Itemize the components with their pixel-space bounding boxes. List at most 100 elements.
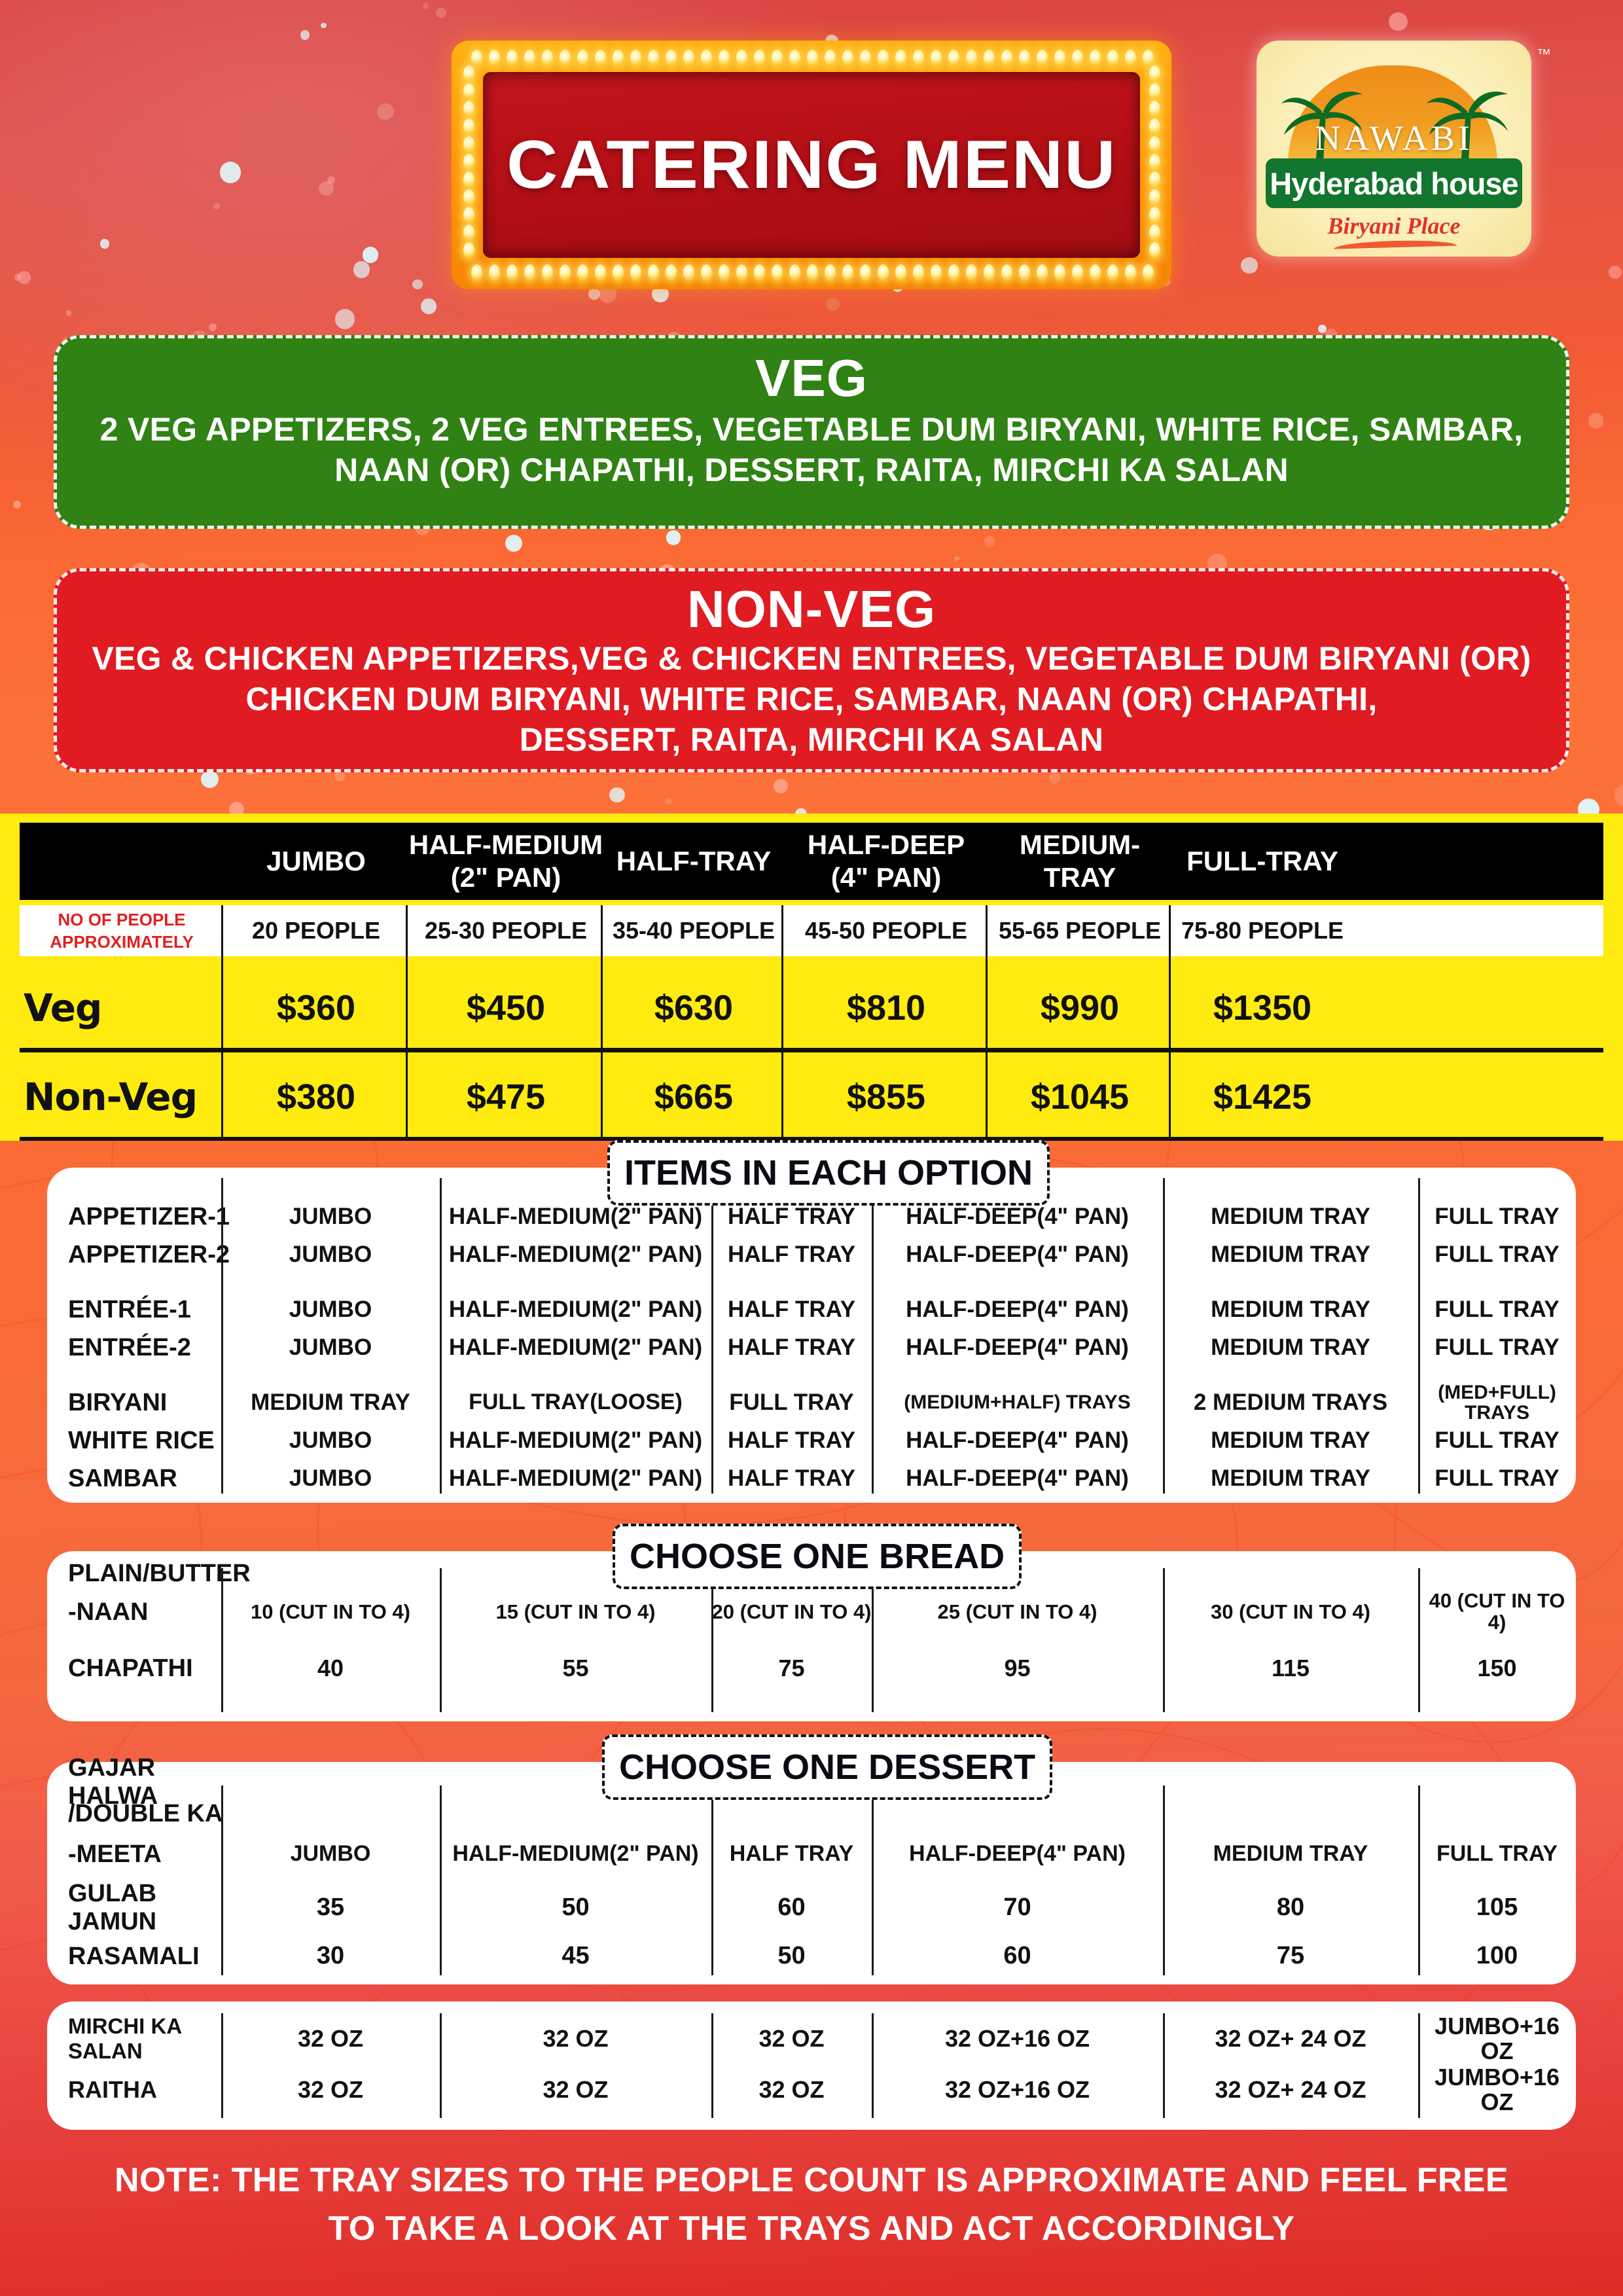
row-label: ENTRÉE-1 [68, 1295, 191, 1323]
price-column-header-line1: HALF-TRAY [616, 846, 772, 876]
table-cell: 150 [1477, 1655, 1517, 1682]
price-table: JUMBO HALF-MEDIUM (2" PAN) HALF-TRAY HALF-DE… [0, 814, 1623, 1141]
table-cell: MEDIUM TRAY [1213, 1841, 1368, 1867]
price-row-nonveg: Non-Veg $380 $475 $665 $855 $1045 $1425 [0, 1054, 1623, 1139]
table-cell: HALF-DEEP(4" PAN) [906, 1465, 1129, 1491]
logo-brand-mid: Hyderabad house [1270, 166, 1518, 201]
bread-label-line-1: PLAIN/BUTTER [68, 1559, 251, 1587]
table-cell: HALF TRAY [729, 1841, 854, 1867]
table-cell: 40 (CUT IN TO 4) [1429, 1589, 1565, 1634]
row-label: MIRCHI KA SALAN [68, 2014, 181, 2063]
column-divider [872, 1568, 874, 1712]
row-label: WHITE RICE [68, 1426, 215, 1454]
footer-note-line-1: NOTE: THE TRAY SIZES TO THE PEOPLE COUNT… [115, 2161, 1508, 2199]
price-column-header-line2: (2" PAN) [450, 862, 562, 893]
table-cell: 55 [562, 1655, 589, 1682]
row-label: RAITHA [68, 2076, 157, 2103]
table-cell: JUMBO [289, 1427, 372, 1453]
column-divider [440, 1785, 442, 1975]
table-cell: 60 [777, 1893, 806, 1922]
table-cell: MEDIUM TRAY [1211, 1241, 1370, 1267]
price-column-divider [221, 905, 223, 1137]
table-cell: 30 [316, 1942, 345, 1970]
table-cell: JUMBO [289, 1203, 372, 1229]
column-divider [872, 1178, 874, 1494]
table-cell: 20 (CUT IN TO 4) [711, 1600, 872, 1623]
table-cell: HALF TRAY [727, 1296, 856, 1322]
column-divider [872, 2013, 874, 2118]
table-cell: 80 [1276, 1893, 1305, 1922]
logo-swoosh [1333, 239, 1457, 249]
page-title: CATERING MENU [506, 126, 1117, 203]
row-label: CHAPATHI [68, 1654, 193, 1682]
table-cell: FULL TRAY [1435, 1334, 1560, 1360]
price-cell: $1425 [1213, 1077, 1312, 1117]
people-count-cell: 55-65 PEOPLE [998, 917, 1162, 944]
table-cell: 115 [1271, 1655, 1310, 1682]
table-cell: JUMBO [289, 1465, 372, 1491]
table-cell: MEDIUM TRAY [1211, 1465, 1370, 1491]
column-divider [1418, 1785, 1420, 1975]
dessert-section-badge: CHOOSE ONE DESSERT [602, 1734, 1053, 1800]
table-cell: 75 [1276, 1942, 1305, 1970]
brand-logo: NAWABI Hyderabad house Biryani Place [1257, 41, 1531, 257]
table-cell: 75 [778, 1655, 805, 1682]
price-column-divider [406, 905, 408, 1137]
table-cell: JUMBO [290, 1841, 371, 1867]
table-cell: 50 [562, 1893, 590, 1922]
column-divider [1163, 1568, 1165, 1712]
table-cell: HALF-DEEP(4" PAN) [909, 1841, 1126, 1867]
price-table-header-row: JUMBO HALF-MEDIUM (2" PAN) HALF-TRAY HALF-DE… [20, 823, 1603, 900]
table-cell: 15 (CUT IN TO 4) [495, 1600, 656, 1623]
footer-note-line-2: TO TAKE A LOOK AT THE TRAYS AND ACT ACCO… [328, 2210, 1295, 2248]
price-cell: $855 [846, 1077, 926, 1117]
row-label: ENTRÉE-2 [68, 1333, 191, 1361]
people-count-cell: 45-50 PEOPLE [804, 917, 968, 944]
row-label: GULAB JAMUN [68, 1880, 157, 1935]
table-cell: FULL TRAY [1436, 1841, 1558, 1867]
dessert-label-line-2: /DOUBLE KA [68, 1799, 223, 1827]
table-cell: 95 [1004, 1655, 1031, 1682]
price-cell: $990 [1040, 988, 1120, 1028]
table-cell: MEDIUM TRAY [1211, 1334, 1370, 1360]
table-cell: 32 OZ+ 24 OZ [1215, 2025, 1366, 2053]
column-divider [1163, 2013, 1165, 2118]
price-cell: $360 [276, 988, 356, 1028]
veg-title: VEG [755, 349, 868, 407]
table-cell: HALF-MEDIUM(2" PAN) [448, 1203, 703, 1229]
column-divider [1418, 2013, 1420, 2118]
table-cell: FULL TRAY [1435, 1203, 1560, 1229]
price-column-divider [601, 905, 603, 1137]
table-cell: HALF TRAY [727, 1334, 856, 1360]
dessert-label-line-1: GAJAR HALWA [68, 1754, 158, 1810]
table-cell: 32 OZ [758, 2076, 825, 2104]
table-cell: JUMBO [289, 1296, 372, 1322]
table-cell: HALF-MEDIUM(2" PAN) [448, 1427, 703, 1453]
table-cell: HALF TRAY [727, 1427, 856, 1453]
table-cell: HALF-MEDIUM(2" PAN) [448, 1296, 703, 1322]
column-divider [711, 1568, 713, 1712]
price-column-header-line1: HALF-MEDIUM [408, 829, 603, 860]
price-column-divider [1169, 905, 1171, 1137]
price-cell: $380 [276, 1077, 356, 1117]
row-label: -NAAN [68, 1598, 149, 1626]
table-cell: (MEDIUM+HALF) TRAYS [904, 1391, 1131, 1414]
column-divider [221, 1178, 223, 1494]
column-divider [711, 1178, 713, 1494]
veg-package-panel: VEG 2 VEG APPETIZERS, 2 VEG ENTREES, VEG… [54, 335, 1569, 529]
sides-panel: MIRCHI KA SALAN 32 OZ 32 OZ 32 OZ 32 OZ+16 O… [47, 2001, 1576, 2130]
table-cell: HALF TRAY [727, 1241, 856, 1267]
price-cell: $810 [846, 988, 926, 1028]
table-cell: FULL TRAY [729, 1389, 854, 1415]
price-row-divider [20, 1048, 1603, 1052]
marquee-header: CATERING MENU [452, 41, 1171, 289]
price-cell: $665 [654, 1077, 734, 1117]
table-cell: 50 [777, 1942, 806, 1970]
table-cell: 32 OZ+ 24 OZ [1215, 2076, 1366, 2104]
table-cell: FULL TRAY [1435, 1296, 1560, 1322]
row-label: BIRYANI [68, 1388, 168, 1416]
row-label: RASAMALI [68, 1942, 200, 1970]
table-cell: 32 OZ [297, 2025, 364, 2053]
price-cell: $1045 [1030, 1077, 1130, 1117]
nonveg-desc-line-1: VEG & CHICKEN APPETIZERS,VEG & CHICKEN E… [92, 640, 1531, 677]
